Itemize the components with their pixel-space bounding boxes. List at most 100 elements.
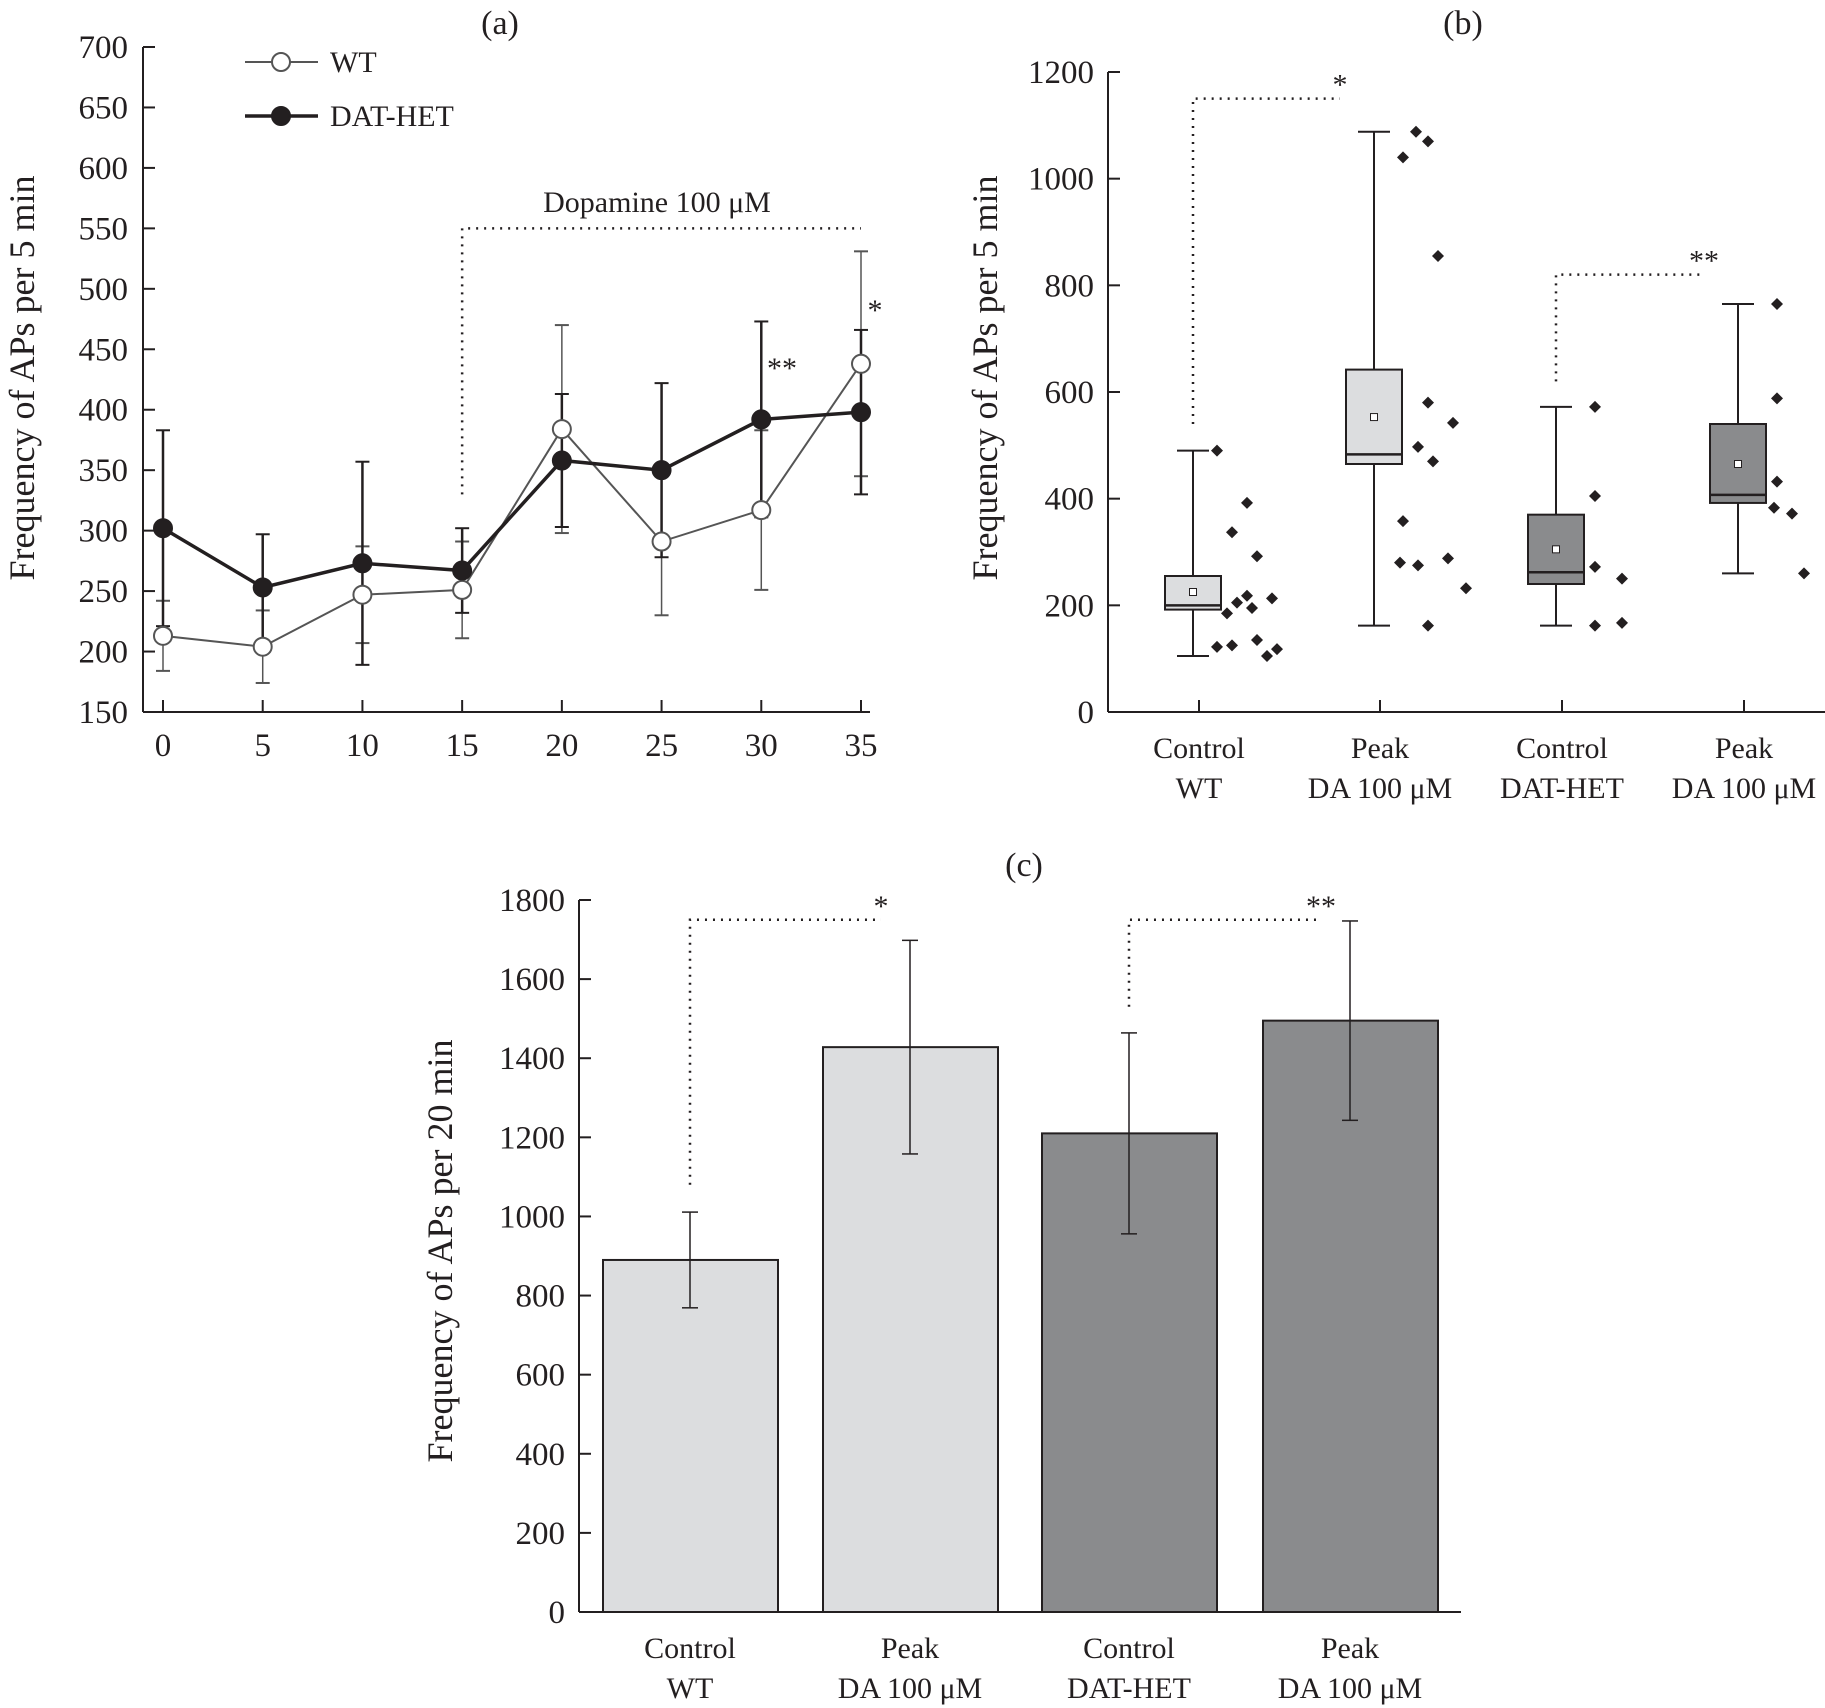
panel-a-ylabel: Frequency of APs per 5 min <box>2 176 42 581</box>
data-point <box>1226 526 1238 539</box>
significance-bracket <box>1127 918 1321 1007</box>
data-point <box>1397 515 1409 528</box>
data-point <box>1589 619 1601 632</box>
data-point <box>1394 556 1406 569</box>
y-tick-label: 400 <box>1045 482 1095 518</box>
x-tick-label: 35 <box>845 728 878 764</box>
significance-label: ** <box>1689 245 1719 278</box>
panel-b: (b) Frequency of APs per 5 min 0 200 400 60… <box>965 5 1825 805</box>
y-tick-label: 700 <box>79 30 129 66</box>
x-tick-label: Control <box>644 1632 736 1665</box>
data-point <box>1447 416 1459 429</box>
bar <box>602 1258 779 1613</box>
data-point-dat-het <box>651 460 672 481</box>
box-mean <box>1370 413 1378 422</box>
data-point-dat-het <box>452 560 473 581</box>
data-point <box>1261 650 1273 662</box>
y-tick-label: 350 <box>79 453 129 489</box>
data-point <box>1460 582 1472 595</box>
y-tick-label: 1800 <box>499 883 565 919</box>
data-point-dat-het <box>153 518 173 539</box>
data-point <box>1771 475 1783 488</box>
y-tick-label: 200 <box>1045 588 1095 624</box>
data-point <box>1271 643 1283 656</box>
y-tick-label: 1600 <box>499 962 565 998</box>
significance-bracket <box>688 918 881 1185</box>
x-tick-label: 0 <box>155 728 172 764</box>
data-point <box>1422 619 1434 632</box>
x-tick-label: 10 <box>346 728 379 764</box>
x-tick-label: DA 100 μM <box>838 1672 982 1705</box>
y-tick-label: 800 <box>516 1279 566 1315</box>
x-tick-label: 25 <box>645 728 678 764</box>
y-tick-label: 1000 <box>499 1199 565 1235</box>
y-tick-label: 200 <box>516 1516 566 1552</box>
y-tick-label: 500 <box>79 272 129 308</box>
data-point-dat-het <box>551 450 572 471</box>
legend-marker <box>271 52 291 72</box>
x-tick-label: Control <box>1153 732 1245 765</box>
box-mean <box>1734 460 1742 468</box>
y-tick-label: 300 <box>79 514 129 550</box>
data-point-dat-het <box>751 409 772 430</box>
data-point <box>1221 607 1233 620</box>
data-point <box>1397 151 1409 164</box>
data-point <box>1768 501 1780 514</box>
y-tick-label: 400 <box>79 393 129 429</box>
x-tick-label: DA 100 μM <box>1672 772 1816 805</box>
data-point <box>1226 639 1238 652</box>
sig-a-35: * <box>868 294 883 327</box>
data-point <box>1241 496 1253 509</box>
data-point-dat-het <box>352 553 373 574</box>
data-point-wt <box>153 625 173 646</box>
significance-bracket <box>1191 97 1340 424</box>
data-point-wt <box>851 353 871 374</box>
data-point <box>1251 550 1263 563</box>
data-point <box>1412 559 1424 572</box>
x-tick-label: 15 <box>446 728 479 764</box>
data-point <box>1771 392 1783 405</box>
x-tick-label: DA 100 μM <box>1308 772 1452 805</box>
dopamine-label: Dopamine 100 μM <box>543 186 771 219</box>
x-tick-label: Control <box>1516 732 1608 765</box>
x-tick-label: Peak <box>1715 732 1773 765</box>
data-point <box>1771 298 1783 310</box>
panel-b-title: (b) <box>1443 5 1483 42</box>
y-tick-label: 600 <box>1045 375 1095 411</box>
x-tick-label: Control <box>1083 1632 1175 1665</box>
panel-b-ylabel: Frequency of APs per 5 min <box>965 176 1005 581</box>
y-tick-label: 1400 <box>499 1041 565 1077</box>
box-mean <box>1552 545 1560 554</box>
data-point <box>1231 596 1243 609</box>
x-tick-label: Peak <box>1351 732 1409 765</box>
data-point <box>1589 490 1601 502</box>
panel-a-title: (a) <box>481 5 519 42</box>
significance-label: * <box>874 890 889 923</box>
data-point <box>1427 455 1439 468</box>
data-point <box>1266 592 1278 605</box>
y-tick-label: 1200 <box>499 1120 565 1156</box>
data-point-wt <box>252 636 273 657</box>
y-tick-label: 200 <box>79 635 129 671</box>
data-point <box>1251 634 1263 646</box>
data-point <box>1442 552 1454 565</box>
panel-c-ylabel: Frequency of APs per 20 min <box>420 1040 460 1463</box>
data-point-dat-het <box>851 402 871 423</box>
x-tick-label: 20 <box>545 728 578 764</box>
x-tick-label: 30 <box>745 728 778 764</box>
y-tick-label: 1000 <box>1028 162 1094 198</box>
data-point <box>1412 440 1424 453</box>
legend-dathet-label: DAT-HET <box>330 100 454 133</box>
sig-a-30: ** <box>767 352 797 385</box>
data-point <box>1246 602 1258 614</box>
x-tick-label: 5 <box>254 728 271 764</box>
data-point <box>1432 250 1444 262</box>
significance-label: ** <box>1306 890 1336 923</box>
data-point <box>1241 589 1253 602</box>
legend-wt-label: WT <box>330 46 377 79</box>
dopamine-bracket <box>460 227 861 495</box>
y-tick-label: 450 <box>79 332 129 368</box>
data-point-wt <box>551 419 572 440</box>
data-point <box>1616 572 1628 585</box>
